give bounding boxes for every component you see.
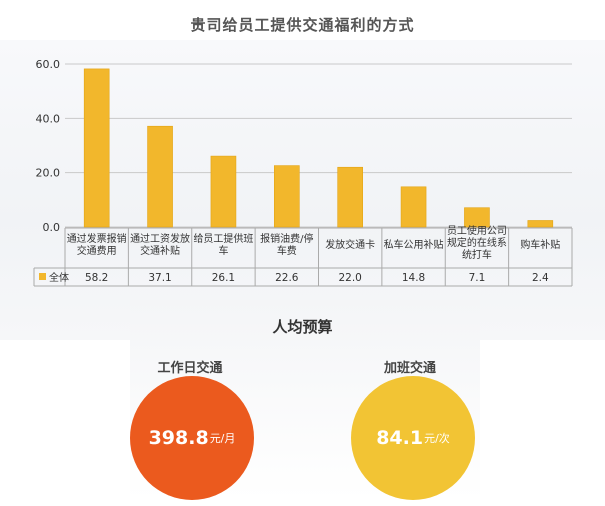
y-tick-label: 20.0	[36, 167, 61, 180]
category-label: 给员工提供班	[193, 232, 253, 245]
legend-label: 全体	[49, 271, 69, 284]
category-label: 车费	[277, 244, 297, 257]
category-label: 发放交通卡	[325, 238, 375, 251]
bar-chart: 0.0 20.0 40.0 60.0 通过发票报销交通费用通过工资发放交通补贴给员工提供…	[33, 58, 573, 287]
workday-unit: 元/月	[209, 432, 236, 445]
chart-title: 贵司给员工提供交通福利的方式	[190, 16, 415, 34]
bar	[274, 165, 300, 228]
bar	[83, 68, 110, 228]
data-label: 22.0	[338, 272, 361, 284]
bar	[147, 125, 173, 228]
data-label: 14.8	[402, 272, 425, 284]
data-label: 7.1	[469, 272, 486, 284]
bar	[527, 220, 554, 228]
category-label: 员工使用公司	[447, 224, 507, 237]
budget-title: 人均预算	[272, 318, 333, 336]
category-label: 报销油费/停	[260, 232, 313, 245]
data-label: 26.1	[212, 272, 235, 284]
bar	[210, 155, 237, 228]
category-label: 通过工资发放	[130, 232, 190, 245]
data-label: 2.4	[532, 272, 549, 284]
category-label: 通过发票报销	[67, 232, 127, 245]
category-label: 车	[218, 244, 228, 257]
category-label: 交通补贴	[140, 244, 180, 257]
overtime-value: 84.1	[376, 427, 424, 449]
legend-swatch	[39, 273, 46, 280]
overtime-circle: 84.1 元/次	[351, 376, 475, 500]
overtime-label: 加班交通	[383, 361, 436, 376]
workday-value: 398.8	[148, 427, 209, 449]
category-label: 规定的在线系	[447, 236, 507, 249]
data-label: 37.1	[148, 272, 171, 284]
category-label: 购车补贴	[520, 238, 560, 251]
y-tick-label: 0.0	[43, 221, 61, 234]
bar	[337, 166, 363, 228]
workday-label: 工作日交通	[157, 361, 223, 376]
workday-circle: 398.8 元/月	[130, 376, 254, 500]
category-label: 交通费用	[77, 244, 117, 257]
bar	[400, 186, 427, 228]
y-tick-label: 40.0	[36, 112, 61, 125]
y-tick-label: 60.0	[36, 58, 61, 71]
data-label: 58.2	[85, 272, 108, 284]
data-label: 22.6	[275, 272, 299, 284]
overtime-unit: 元/次	[424, 432, 450, 445]
bar	[464, 207, 490, 228]
category-label: 统打车	[462, 248, 492, 261]
category-label: 私车公用补贴	[384, 238, 444, 251]
